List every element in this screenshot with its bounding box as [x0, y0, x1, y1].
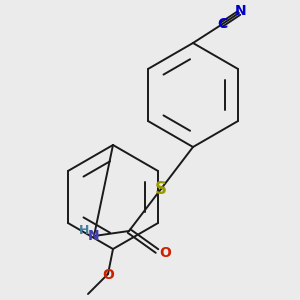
Text: O: O [159, 246, 171, 260]
Text: O: O [102, 268, 114, 282]
Text: S: S [155, 180, 167, 198]
Text: C: C [217, 17, 227, 31]
Text: N: N [88, 229, 100, 243]
Text: H: H [79, 224, 89, 236]
Text: N: N [235, 4, 247, 18]
